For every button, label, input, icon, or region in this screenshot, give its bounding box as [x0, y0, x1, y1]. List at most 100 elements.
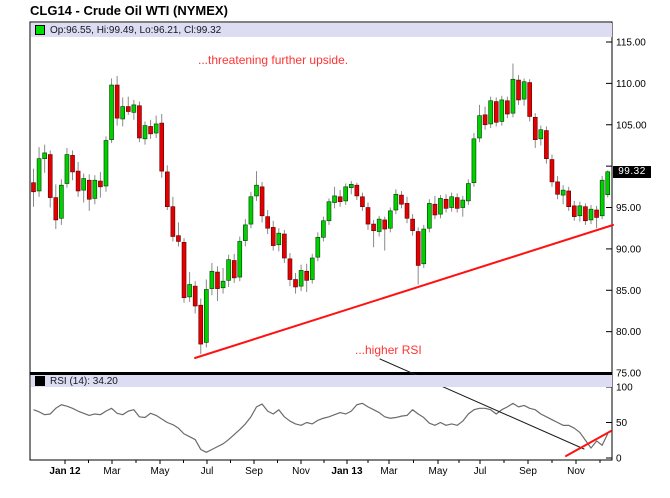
candle-down: [259, 186, 265, 217]
candle-up: [471, 138, 477, 183]
chart-title: CLG14 - Crude Oil WTI (NYMEX): [30, 3, 228, 18]
candle-down: [282, 233, 287, 259]
axis-label: Nov: [292, 466, 310, 477]
candle-down: [47, 154, 53, 198]
candle-up: [204, 289, 209, 343]
candle-down: [415, 231, 421, 266]
candle-up: [393, 193, 399, 211]
candle-up: [499, 99, 505, 122]
candle-down: [371, 223, 376, 231]
candle-up: [59, 184, 64, 219]
rsi-swatch-icon: [35, 376, 45, 386]
axis-label: 50: [616, 418, 628, 429]
candle-down: [505, 100, 510, 115]
candle-up: [438, 198, 443, 215]
candle-down: [31, 182, 36, 193]
candle-down: [293, 279, 298, 288]
candle-up: [120, 106, 125, 120]
candle-down: [304, 270, 309, 281]
candle-down: [555, 181, 560, 195]
candle-up: [237, 241, 243, 278]
candle-down: [265, 216, 270, 229]
annotation-upside: ...threatening further upside.: [198, 53, 349, 67]
axis-label: Mar: [103, 466, 121, 477]
candle-down: [532, 117, 538, 140]
candle-down: [404, 203, 410, 219]
candle-down: [231, 260, 237, 279]
candle-down: [165, 171, 170, 207]
candle-down: [176, 235, 181, 242]
candle-up: [254, 184, 259, 197]
candle-down: [583, 206, 588, 222]
axis-label: Mar: [380, 466, 398, 477]
candle-up: [64, 154, 70, 184]
candle-up: [343, 186, 349, 202]
candle-down: [493, 101, 499, 123]
ohlc-swatch-icon: [35, 25, 45, 35]
rsi-line: [33, 402, 609, 453]
candle-down: [594, 209, 599, 218]
candle-down: [566, 190, 572, 207]
candle-down: [215, 271, 220, 289]
price-uptrend-support-trendline: [194, 224, 614, 359]
candle-up: [103, 140, 109, 187]
candle-down: [181, 241, 187, 299]
candle-up: [142, 125, 148, 140]
candle-up: [466, 183, 471, 202]
candle-up: [332, 195, 337, 203]
axis-label: Jan 13: [331, 466, 363, 477]
rsi-downtrend-trendline: [379, 358, 585, 450]
axis-label: May: [151, 466, 170, 477]
candle-up: [387, 210, 393, 229]
candle-up: [36, 158, 42, 192]
candle-up: [521, 81, 527, 100]
chart-frame: [29, 21, 613, 461]
rsi-value-text: RSI (14): 34.20: [50, 375, 118, 387]
candle-down: [443, 198, 449, 209]
candle-down: [86, 179, 92, 200]
axis-label: 90.00: [616, 244, 641, 255]
axis-label: 115.00: [616, 38, 646, 49]
axis-label: 0: [616, 454, 622, 465]
axis-label: 80.00: [616, 327, 641, 338]
axis-label: Jul: [474, 466, 487, 477]
candle-up: [449, 196, 454, 208]
candle-up: [577, 205, 583, 217]
candle-up: [599, 179, 605, 217]
candle-up: [560, 189, 566, 196]
candle-down: [544, 130, 549, 159]
candle-up: [276, 232, 282, 246]
candle-down: [98, 180, 103, 188]
candle-down: [527, 82, 532, 117]
candle-down: [287, 258, 293, 280]
candle-down: [432, 203, 438, 216]
candle-up: [427, 203, 432, 229]
ohlc-quote-text: Op:96.55, Hi:99.49, Lo:96.21, Cl:99.32: [50, 24, 222, 36]
candle-down: [399, 194, 404, 205]
candle-up: [226, 259, 231, 281]
candle-down: [125, 106, 131, 112]
candle-down: [270, 227, 276, 246]
candle-up: [248, 196, 254, 225]
candle-up: [209, 270, 215, 289]
candle-up: [315, 237, 321, 258]
candle-down: [148, 126, 153, 135]
candle-up: [477, 115, 482, 139]
candle-up: [81, 178, 86, 191]
candle-down: [410, 218, 415, 231]
axis-label: Nov: [567, 466, 585, 477]
candle-up: [605, 171, 611, 195]
candle-up: [538, 129, 544, 140]
axis-label: Sep: [519, 466, 537, 477]
axis-label: 85.00: [616, 286, 641, 297]
axis-label: Jan 12: [49, 466, 81, 477]
candle-up: [187, 284, 192, 298]
last-price-flag: 99.32: [613, 166, 651, 178]
candle-up: [298, 270, 304, 287]
candle-up: [131, 104, 137, 113]
candle-down: [192, 285, 198, 307]
candle-down: [549, 159, 555, 183]
candle-down: [198, 304, 204, 345]
